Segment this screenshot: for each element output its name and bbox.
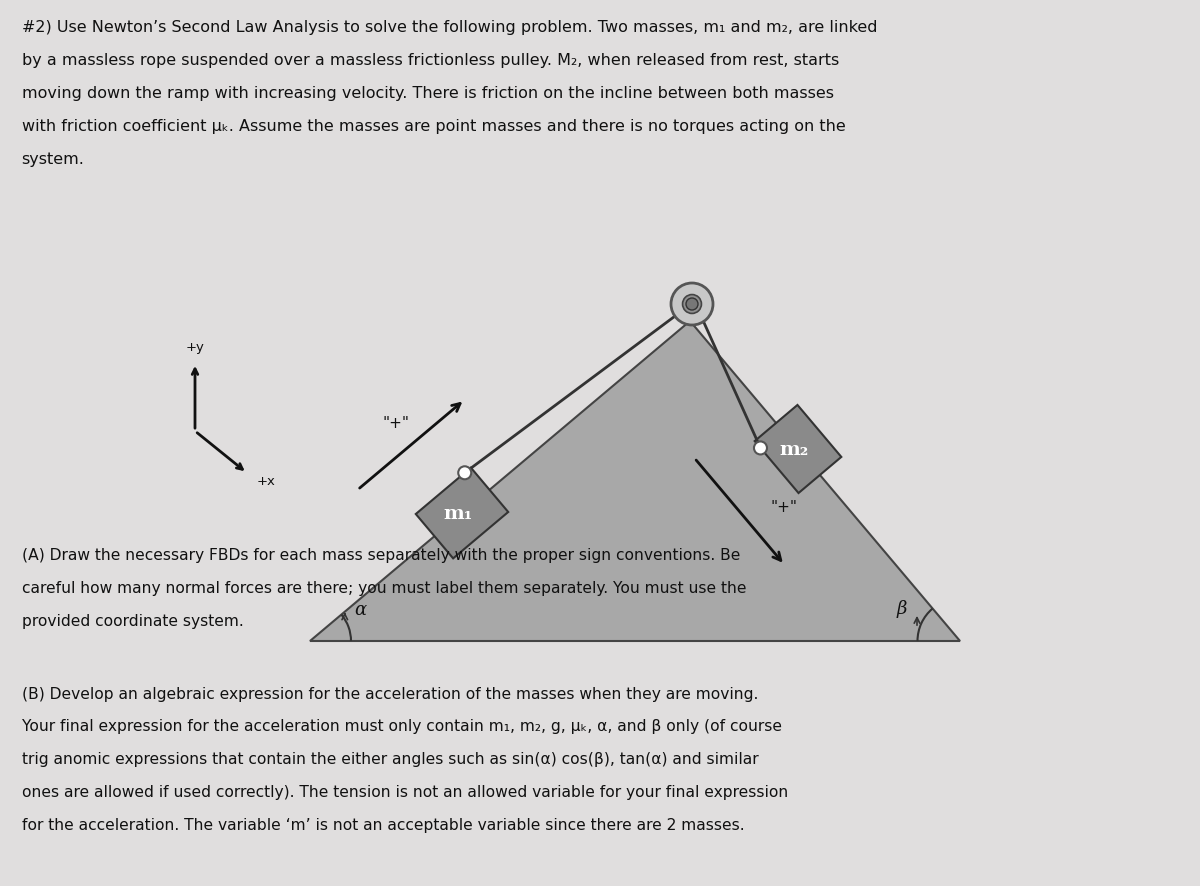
Polygon shape: [755, 406, 841, 494]
Text: by a massless rope suspended over a massless frictionless pulley. M₂, when relea: by a massless rope suspended over a mass…: [22, 53, 839, 68]
Text: for the acceleration. The variable ‘m’ is not an acceptable variable since there: for the acceleration. The variable ‘m’ i…: [22, 817, 744, 832]
Polygon shape: [310, 322, 960, 641]
Text: "+": "+": [383, 416, 409, 431]
Text: trig anomic expressions that contain the either angles such as sin(α) cos(β), ta: trig anomic expressions that contain the…: [22, 751, 758, 766]
Text: "+": "+": [770, 500, 798, 515]
Text: provided coordinate system.: provided coordinate system.: [22, 613, 244, 628]
Text: m₂: m₂: [779, 440, 809, 458]
Text: with friction coefficient μₖ. Assume the masses are point masses and there is no: with friction coefficient μₖ. Assume the…: [22, 119, 845, 134]
Text: moving down the ramp with increasing velocity. There is friction on the incline : moving down the ramp with increasing vel…: [22, 86, 834, 101]
Circle shape: [754, 442, 767, 455]
Polygon shape: [415, 468, 509, 559]
Text: m₁: m₁: [443, 504, 473, 523]
Text: Your final expression for the acceleration must only contain m₁, m₂, g, μₖ, α, a: Your final expression for the accelerati…: [22, 719, 781, 734]
Text: ones are allowed if used correctly). The tension is not an allowed variable for : ones are allowed if used correctly). The…: [22, 784, 788, 799]
Circle shape: [686, 299, 698, 311]
Text: +x: +x: [257, 475, 276, 488]
Circle shape: [683, 295, 702, 315]
Text: careful how many normal forces are there; you must label them separately. You mu: careful how many normal forces are there…: [22, 580, 746, 595]
Text: #2) Use Newton’s Second Law Analysis to solve the following problem. Two masses,: #2) Use Newton’s Second Law Analysis to …: [22, 20, 877, 35]
Circle shape: [671, 284, 713, 326]
Text: (A) Draw the necessary FBDs for each mass separately with the proper sign conven: (A) Draw the necessary FBDs for each mas…: [22, 548, 740, 563]
Text: +y: +y: [186, 340, 204, 354]
Text: (B) Develop an algebraic expression for the acceleration of the masses when they: (B) Develop an algebraic expression for …: [22, 686, 758, 701]
Circle shape: [458, 467, 472, 479]
Text: system.: system.: [22, 152, 84, 167]
Text: β: β: [896, 599, 907, 618]
Text: α: α: [354, 601, 366, 618]
